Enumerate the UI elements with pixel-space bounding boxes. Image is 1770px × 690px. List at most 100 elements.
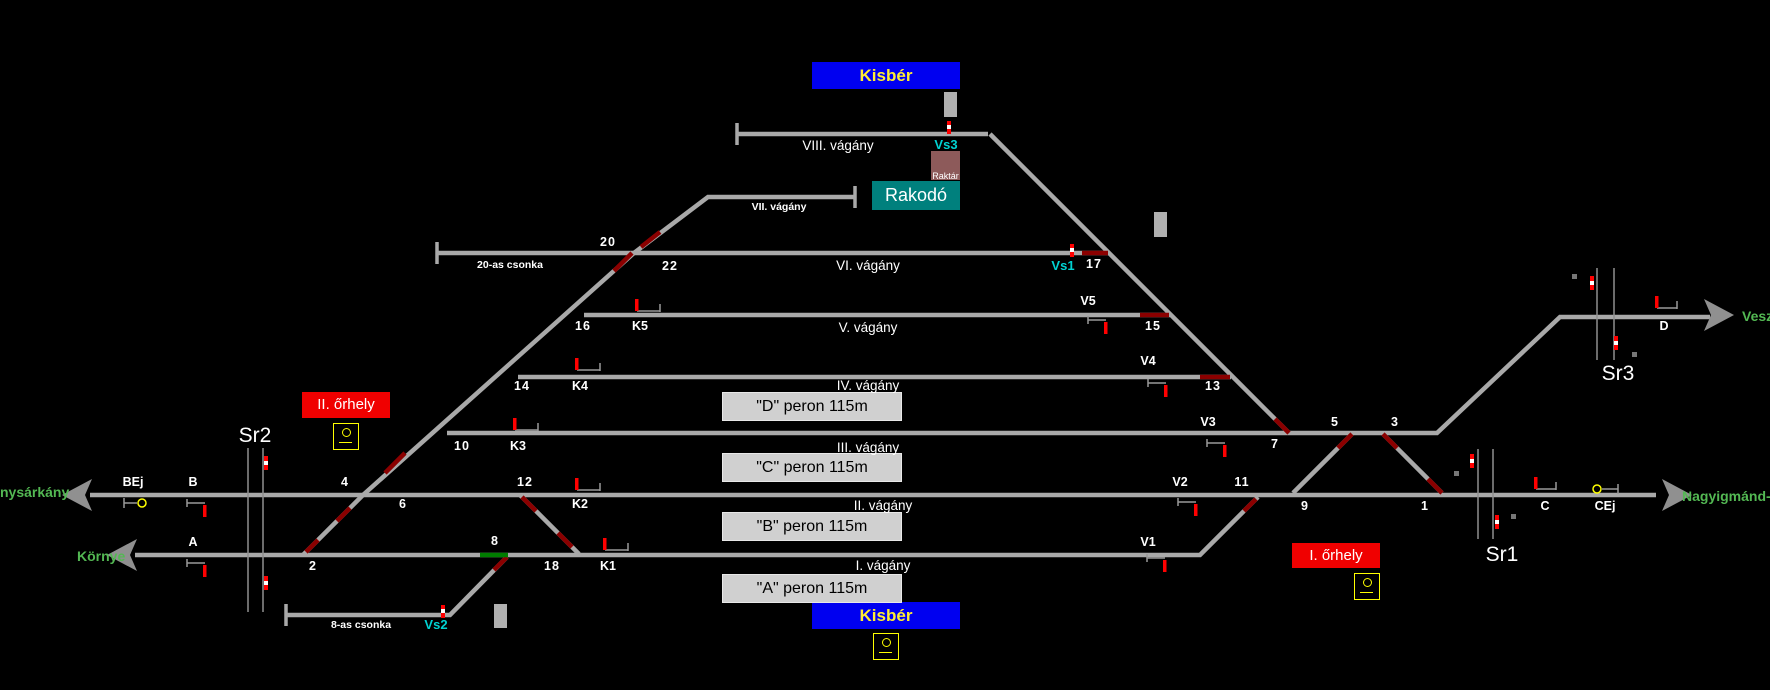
signal-sr1-upper-mast[interactable] (1470, 454, 1474, 468)
shunt-label-sr2: Sr2 (238, 424, 272, 447)
shunt-label-sr3: Sr3 (1601, 362, 1635, 385)
destination-east-branch: Veszp (1742, 308, 1770, 324)
switch-11[interactable]: 11 (1234, 475, 1250, 489)
switch-13[interactable]: 13 (1205, 379, 1221, 393)
signal-v5[interactable] (1087, 316, 1108, 334)
direction-arrows (62, 299, 1734, 571)
switch-5[interactable]: 5 (1331, 415, 1339, 429)
signal-vs1-mast[interactable] (1070, 244, 1074, 257)
signal-v3[interactable] (1206, 439, 1227, 457)
locked-route-segments (304, 230, 1444, 572)
buffer-stops (284, 123, 857, 626)
track-label-vii: VII. vágány (751, 201, 807, 213)
signal-label-d: D (1659, 319, 1669, 333)
arrow-west-main (62, 479, 92, 511)
switch-15[interactable]: 15 (1145, 319, 1161, 333)
track-label-iii: III. vágány (836, 440, 900, 455)
loading-dock-box: Rakodó (872, 181, 960, 210)
track-label-20-csonka: 20-as csonka (477, 259, 543, 271)
switch-22[interactable]: 22 (662, 259, 678, 273)
telephone-icon[interactable] (333, 423, 359, 450)
track-label-ii: II. vágány (853, 498, 913, 513)
switch-17[interactable]: 17 (1086, 257, 1102, 271)
signal-b[interactable] (186, 499, 207, 517)
destination-west-branch: Környe (77, 548, 126, 564)
bracket-signals[interactable] (123, 296, 1678, 577)
signal-label-k3: K3 (510, 439, 526, 453)
destination-east-main: Nagyigmánd-Ba (1682, 488, 1770, 504)
track-label-v: V. vágány (838, 320, 898, 335)
telephone-icon[interactable] (873, 633, 899, 660)
station-name-box-top: Kisbér (812, 62, 960, 89)
station-name-box-bottom: Kisbér (812, 602, 960, 629)
switch-7[interactable]: 7 (1271, 437, 1279, 451)
signal-label-a: A (188, 535, 198, 549)
platform-b: "B" peron 115m (722, 512, 902, 541)
switch-10[interactable]: 10 (454, 439, 470, 453)
track-label-viii: VIII. vágány (802, 138, 874, 153)
track-iii (447, 314, 1710, 436)
signal-sr3-lower-mast[interactable] (1614, 336, 1618, 350)
switch-12[interactable]: 12 (517, 475, 533, 489)
signal-cej[interactable] (1592, 484, 1619, 494)
signal-sr2-upper-mast[interactable] (264, 456, 268, 470)
phone-line-icon (879, 652, 892, 653)
signal-k3[interactable] (513, 418, 539, 431)
ladder-east (988, 132, 1291, 435)
destination-west-main: nysárkány (0, 484, 70, 500)
switch-9[interactable]: 9 (1301, 499, 1309, 513)
switch-6[interactable]: 6 (399, 497, 407, 511)
switch-20[interactable]: 20 (600, 235, 616, 249)
switch-4[interactable]: 4 (341, 475, 349, 489)
signal-label-k5: K5 (632, 319, 648, 333)
arrow-east-branch (1704, 299, 1734, 331)
arrow-east-main (1662, 479, 1692, 511)
signal-v4[interactable] (1147, 379, 1168, 397)
signal-k5[interactable] (635, 299, 661, 312)
phone-dial-icon (342, 428, 351, 437)
switch-18[interactable]: 18 (544, 559, 560, 573)
signal-sr3-upper-mast[interactable] (1590, 276, 1594, 290)
signal-a[interactable] (186, 559, 207, 577)
signal-bej[interactable] (123, 498, 147, 508)
relay-boxes (1454, 274, 1637, 519)
switch-16[interactable]: 16 (575, 319, 591, 333)
signal-sr1-lower-mast[interactable] (1495, 515, 1499, 529)
signal-label-c: C (1540, 499, 1550, 513)
signal-vs2-mast[interactable] (441, 605, 445, 618)
signal-label-k1: K1 (600, 559, 616, 573)
small-buildings (494, 92, 1167, 628)
signal-v1[interactable] (1146, 554, 1167, 572)
switch-1[interactable]: 1 (1421, 499, 1429, 513)
shunt-label-vs2: Vs2 (424, 617, 448, 632)
signal-label-k2: K2 (572, 497, 588, 511)
signal-vs3-mast[interactable] (947, 121, 951, 134)
switch-8[interactable]: 8 (491, 534, 499, 548)
main-signals[interactable] (264, 121, 1618, 618)
track-label-8-csonka: 8-as csonka (330, 619, 392, 631)
switch-3[interactable]: 3 (1391, 415, 1399, 429)
signal-c[interactable] (1534, 477, 1557, 490)
track-8-csonka (286, 555, 509, 618)
signal-k2[interactable] (575, 478, 601, 491)
signal-sr2-lower-mast[interactable] (264, 576, 268, 590)
phone-line-icon (1360, 592, 1373, 593)
shunt-label-vs3: Vs3 (934, 137, 958, 152)
switch-14[interactable]: 14 (514, 379, 530, 393)
signal-d[interactable] (1655, 296, 1678, 309)
guard-post-1-box: I. őrhely (1292, 543, 1380, 568)
signal-label-v1: V1 (1140, 535, 1156, 549)
signal-k1[interactable] (603, 538, 629, 551)
signal-label-k4: K4 (572, 379, 588, 393)
switch-2[interactable]: 2 (309, 559, 317, 573)
signal-label-v3: V3 (1200, 415, 1216, 429)
platform-c: "C" peron 115m (722, 453, 902, 482)
signal-v2[interactable] (1177, 498, 1198, 516)
signal-label-cej: CEj (1594, 499, 1616, 513)
platform-d: "D" peron 115m (722, 392, 902, 421)
telephone-icon[interactable] (1354, 573, 1380, 600)
signal-label-bej: BEj (122, 475, 144, 489)
signal-k4[interactable] (575, 358, 601, 371)
arrow-west-branch (107, 539, 137, 571)
phone-line-icon (339, 442, 352, 443)
